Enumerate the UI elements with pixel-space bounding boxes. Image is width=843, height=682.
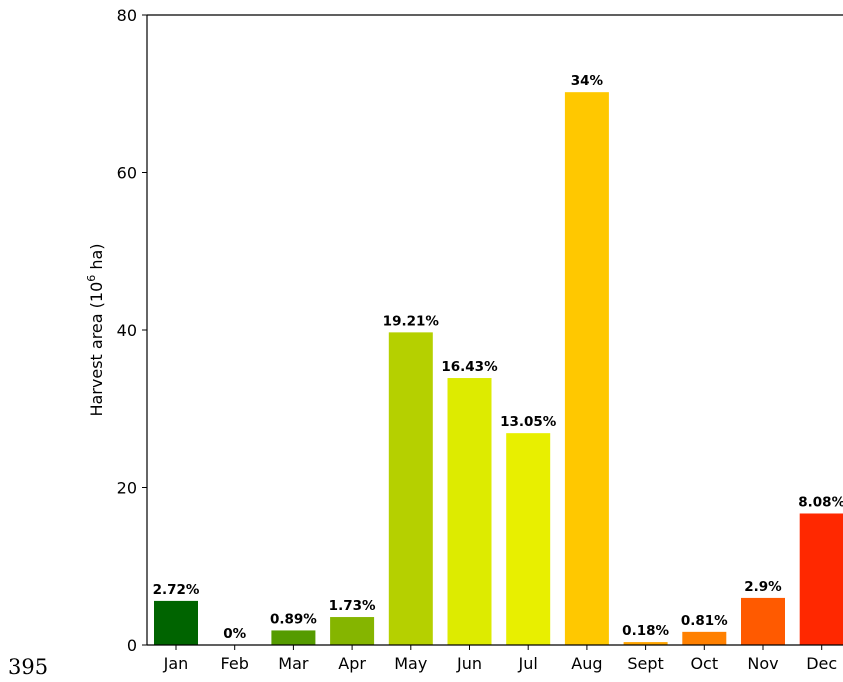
- bar-apr: [330, 617, 375, 645]
- y-tick-label: 40: [117, 321, 137, 340]
- data-label-apr: 1.73%: [329, 598, 376, 614]
- data-labels-group: 2.72% 0% 0.89% 1.73% 19.21% 16.43% 13.05% 34% 0.…: [153, 73, 843, 642]
- x-tick-label-nov: Nov: [747, 654, 778, 673]
- bar-oct: [682, 631, 727, 645]
- x-tick-label-oct: Oct: [690, 654, 718, 673]
- data-label-oct: 0.81%: [681, 613, 728, 629]
- y-axis: 0 20 40 60 80: [117, 6, 843, 655]
- data-label-sept: 0.18%: [622, 623, 669, 639]
- x-tick-label-dec: Dec: [806, 654, 837, 673]
- bar-sept: [623, 642, 668, 645]
- x-tick-label-jan: Jan: [163, 654, 189, 673]
- data-label-mar: 0.89%: [270, 611, 317, 627]
- x-tick-label-feb: Feb: [221, 654, 249, 673]
- bars-group: [154, 92, 843, 646]
- y-axis-title: Harvest area (106 ha): [85, 243, 106, 416]
- bar-jul: [506, 433, 551, 645]
- data-label-may: 19.21%: [383, 313, 440, 329]
- y-tick-label: 20: [117, 479, 137, 498]
- bar-jun: [447, 378, 492, 645]
- x-tick-label-aug: Aug: [571, 654, 602, 673]
- data-label-aug: 34%: [571, 73, 604, 89]
- x-tick-label-mar: Mar: [278, 654, 309, 673]
- y-tick-label: 80: [117, 6, 137, 25]
- y-tick-label: 0: [127, 636, 137, 655]
- data-label-feb: 0%: [223, 626, 246, 642]
- bar-dec: [799, 513, 843, 645]
- bar-mar: [271, 630, 316, 645]
- x-tick-label-sept: Sept: [627, 654, 663, 673]
- data-label-jun: 16.43%: [441, 359, 498, 375]
- x-tick-label-apr: Apr: [338, 654, 366, 673]
- data-label-jul: 13.05%: [500, 414, 557, 430]
- bar-may: [388, 332, 433, 645]
- data-label-dec: 8.08%: [798, 494, 843, 510]
- bar-jan: [154, 600, 198, 645]
- data-label-nov: 2.9%: [744, 579, 782, 595]
- bar-aug: [564, 92, 609, 646]
- page-number: 395: [8, 655, 49, 679]
- x-tick-label-jun: Jun: [456, 654, 482, 673]
- data-label-jan: 2.72%: [153, 582, 200, 598]
- x-axis: Jan Feb Mar Apr May Jun Jul Aug Sept Oct Nov Dec: [147, 644, 843, 673]
- x-tick-label-may: May: [394, 654, 427, 673]
- y-tick-label: 60: [117, 164, 137, 183]
- bar-nov: [741, 597, 785, 645]
- x-tick-label-jul: Jul: [518, 654, 538, 673]
